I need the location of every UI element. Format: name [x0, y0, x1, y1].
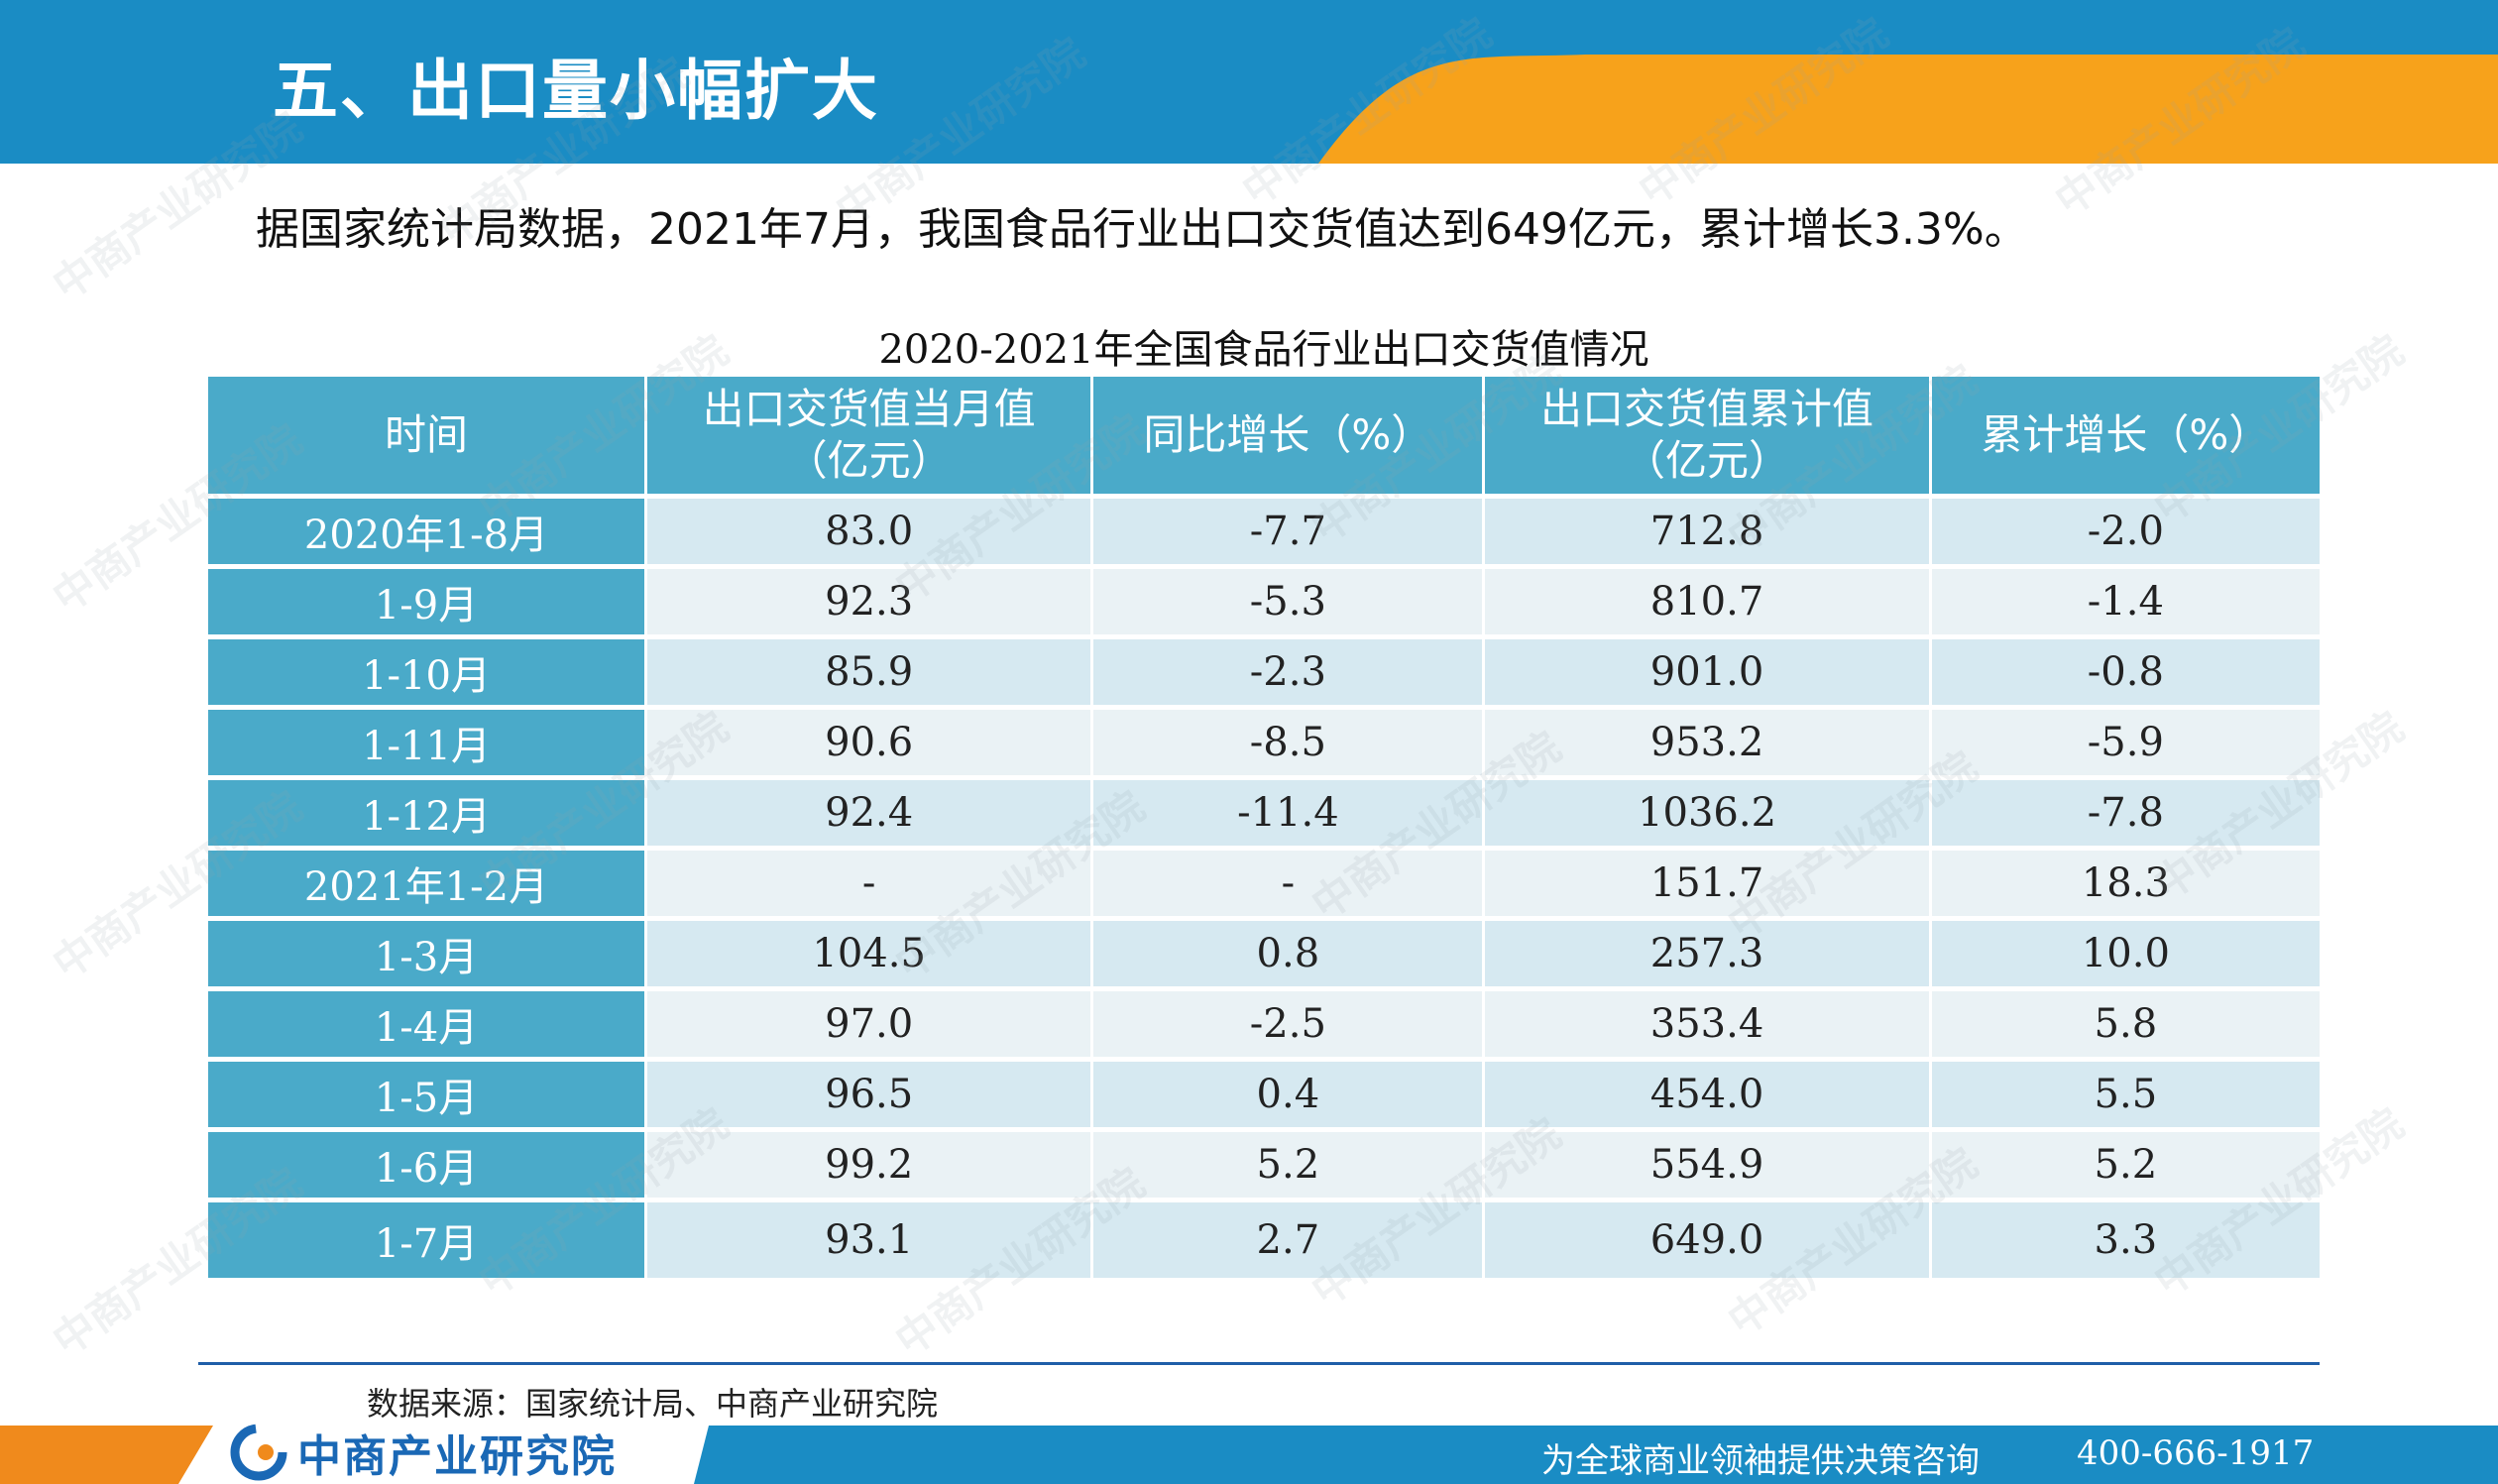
- logo-mark-icon: [230, 1424, 287, 1481]
- table-row: 1-3月 104.5 0.8 257.3 10.0: [208, 921, 2320, 991]
- cell-yoy-growth: -: [1093, 851, 1486, 921]
- cell-period: 1-4月: [208, 991, 647, 1062]
- cell-monthly-value: 93.1: [647, 1202, 1094, 1283]
- cell-period: 2021年1-2月: [208, 851, 647, 921]
- cell-monthly-value: 97.0: [647, 991, 1094, 1062]
- cell-cumulative-growth: 18.3: [1931, 851, 2320, 921]
- table-header-row: 时间 出口交货值当月值 （亿元） 同比增长（%） 出口交货值累计值 （亿元） 累…: [208, 377, 2320, 499]
- cell-period: 1-11月: [208, 710, 647, 780]
- cell-yoy-growth: 0.4: [1093, 1062, 1486, 1132]
- cell-monthly-value: 85.9: [647, 639, 1094, 710]
- table-row: 1-7月 93.1 2.7 649.0 3.3: [208, 1202, 2320, 1283]
- cell-cumulative-value: 257.3: [1485, 921, 1932, 991]
- data-source: 数据来源：国家统计局、中商产业研究院: [367, 1385, 939, 1423]
- cell-cumulative-growth: -7.8: [1931, 780, 2320, 851]
- cell-monthly-value: 92.4: [647, 780, 1094, 851]
- cell-period: 1-12月: [208, 780, 647, 851]
- cell-cumulative-value: 353.4: [1485, 991, 1932, 1062]
- cell-period: 1-5月: [208, 1062, 647, 1132]
- cell-cumulative-value: 151.7: [1485, 851, 1932, 921]
- summary-text: 据国家统计局数据，2021年7月，我国食品行业出口交货值达到649亿元，累计增长…: [256, 204, 2028, 255]
- cell-period: 1-7月: [208, 1202, 647, 1283]
- table-row: 1-6月 99.2 5.2 554.9 5.2: [208, 1132, 2320, 1202]
- cell-monthly-value: 104.5: [647, 921, 1094, 991]
- table-row: 1-9月 92.3 -5.3 810.7 -1.4: [208, 569, 2320, 639]
- column-header-yoy-growth: 同比增长（%）: [1093, 377, 1486, 499]
- cell-cumulative-growth: 5.2: [1931, 1132, 2320, 1202]
- cell-period: 1-9月: [208, 569, 647, 639]
- cell-monthly-value: 90.6: [647, 710, 1094, 780]
- cell-yoy-growth: 2.7: [1093, 1202, 1486, 1283]
- cell-cumulative-value: 454.0: [1485, 1062, 1932, 1132]
- cell-cumulative-growth: -1.4: [1931, 569, 2320, 639]
- cell-cumulative-value: 810.7: [1485, 569, 1932, 639]
- cell-yoy-growth: 5.2: [1093, 1132, 1486, 1202]
- footer-divider: [198, 1362, 2320, 1365]
- header-banner: 五、出口量小幅扩大: [0, 0, 2498, 164]
- table-row: 1-10月 85.9 -2.3 901.0 -0.8: [208, 639, 2320, 710]
- cell-cumulative-value: 554.9: [1485, 1132, 1932, 1202]
- table-row: 1-11月 90.6 -8.5 953.2 -5.9: [208, 710, 2320, 780]
- cell-yoy-growth: -8.5: [1093, 710, 1486, 780]
- cell-cumulative-growth: 5.5: [1931, 1062, 2320, 1132]
- column-header-cumulative-value: 出口交货值累计值 （亿元）: [1485, 377, 1932, 499]
- cell-monthly-value: 83.0: [647, 499, 1094, 569]
- footer-phone: 400-666-1917: [2077, 1433, 2315, 1473]
- cell-cumulative-value: 649.0: [1485, 1202, 1932, 1283]
- cell-yoy-growth: 0.8: [1093, 921, 1486, 991]
- cell-cumulative-growth: 5.8: [1931, 991, 2320, 1062]
- company-logo: 中商产业研究院: [230, 1424, 617, 1482]
- cell-cumulative-growth: 3.3: [1931, 1202, 2320, 1283]
- table-row: 2021年1-2月 - -151.7 18.3: [208, 851, 2320, 921]
- cell-cumulative-growth: -0.8: [1931, 639, 2320, 710]
- cell-cumulative-value: 901.0: [1485, 639, 1932, 710]
- table-title: 2020-2021年全国食品行业出口交货值情况: [878, 327, 1649, 373]
- column-header-cumulative-growth: 累计增长（%）: [1931, 377, 2320, 499]
- cell-period: 2020年1-8月: [208, 499, 647, 569]
- cell-monthly-value: 99.2: [647, 1132, 1094, 1202]
- table-row: 1-12月 92.4 -11.4 1036.2 -7.8: [208, 780, 2320, 851]
- footer-bar: [0, 1426, 2498, 1484]
- cell-cumulative-value: 712.8: [1485, 499, 1932, 569]
- header-background: [0, 0, 2498, 164]
- logo-text: 中商产业研究院: [297, 1431, 617, 1482]
- cell-yoy-growth: -2.5: [1093, 991, 1486, 1062]
- column-header-monthly-value: 出口交货值当月值 （亿元）: [647, 377, 1094, 499]
- cell-monthly-value: 96.5: [647, 1062, 1094, 1132]
- footer-slogan: 为全球商业领袖提供决策咨询: [1541, 1441, 1980, 1481]
- export-data-table: 时间 出口交货值当月值 （亿元） 同比增长（%） 出口交货值累计值 （亿元） 累…: [208, 377, 2320, 1283]
- cell-cumulative-value: 953.2: [1485, 710, 1932, 780]
- cell-monthly-value: -: [647, 851, 1094, 921]
- cell-monthly-value: 92.3: [647, 569, 1094, 639]
- cell-cumulative-growth: 10.0: [1931, 921, 2320, 991]
- cell-period: 1-6月: [208, 1132, 647, 1202]
- page-title: 五、出口量小幅扩大: [273, 53, 879, 129]
- cell-yoy-growth: -7.7: [1093, 499, 1486, 569]
- cell-cumulative-value: 1036.2: [1485, 780, 1932, 851]
- column-header-period: 时间: [208, 377, 647, 499]
- cell-yoy-growth: -2.3: [1093, 639, 1486, 710]
- cell-cumulative-growth: -5.9: [1931, 710, 2320, 780]
- cell-cumulative-growth: -2.0: [1931, 499, 2320, 569]
- table-row: 1-4月 97.0 -2.5 353.4 5.8: [208, 991, 2320, 1062]
- table-row: 2020年1-8月 83.0 -7.7 712.8 -2.0: [208, 499, 2320, 569]
- table-row: 1-5月 96.5 0.4 454.0 5.5: [208, 1062, 2320, 1132]
- cell-period: 1-10月: [208, 639, 647, 710]
- cell-yoy-growth: -11.4: [1093, 780, 1486, 851]
- cell-period: 1-3月: [208, 921, 647, 991]
- cell-yoy-growth: -5.3: [1093, 569, 1486, 639]
